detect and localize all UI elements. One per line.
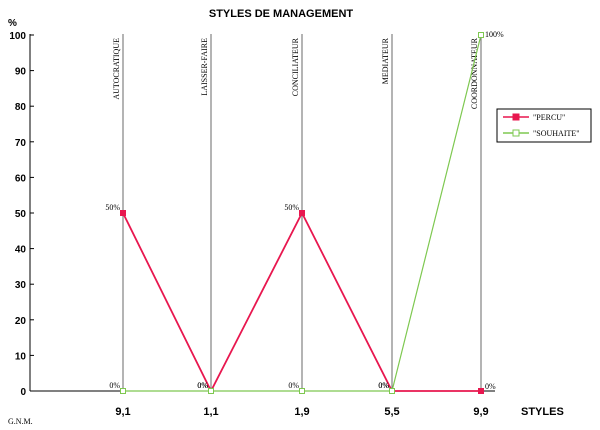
y-tick-label: 50 [15, 209, 27, 220]
x-tick-label: 1,9 [294, 406, 309, 418]
data-point [208, 388, 214, 394]
y-tick-label: 40 [15, 245, 27, 256]
x-axis-label: STYLES [521, 406, 564, 418]
y-tick-label: 20 [15, 316, 27, 327]
legend-label-percu: "PERCU" [533, 113, 565, 122]
data-point [478, 388, 484, 394]
data-point [478, 32, 484, 38]
chart-title: STYLES DE MANAGEMENT [209, 8, 354, 20]
data-point [299, 388, 305, 394]
category-label: AUTOCRATIQUE [112, 38, 121, 100]
category-label: COORDONNATEUR [470, 37, 479, 109]
y-ticks: 0 10 20 30 40 50 60 70 80 90 100 [9, 31, 34, 398]
series-layer: 50%0%50%0% 0%0% 0% 0% 0%100% [105, 30, 504, 394]
data-label: 0% [378, 381, 389, 390]
y-tick-label: 70 [15, 138, 27, 149]
legend-marker-souhaite [512, 129, 520, 137]
category-label: MEDIATEUR [381, 37, 390, 84]
category-lines: AUTOCRATIQUE LAISSER-FAIRE CONCILIATEUR MED… [112, 34, 482, 391]
data-point [120, 210, 126, 216]
legend: "PERCU" "SOUHAITE" [496, 108, 592, 143]
y-axis-label: % [8, 18, 17, 29]
data-label: 100% [485, 30, 504, 39]
category-label: LAISSER-FAIRE [200, 38, 209, 96]
legend-label-souhaite: "SOUHAITE" [533, 129, 580, 138]
data-label: 50% [105, 203, 120, 212]
y-tick-label: 80 [15, 102, 27, 113]
x-tick-label: 5,5 [384, 406, 399, 418]
y-tick-label: 0 [20, 387, 26, 398]
data-label: 0% [197, 381, 208, 390]
data-label: 0% [288, 381, 299, 390]
y-tick-label: 10 [15, 351, 27, 362]
data-label: 50% [284, 203, 299, 212]
y-tick-label: 90 [15, 67, 27, 78]
legend-marker-percu [512, 113, 520, 121]
y-tick-label: 60 [15, 173, 27, 184]
data-point [299, 210, 305, 216]
x-tick-label: 9,9 [473, 406, 488, 418]
y-tick-label: 100 [9, 31, 26, 42]
data-label: 0% [485, 382, 496, 391]
data-point [389, 388, 395, 394]
data-label: 0% [109, 381, 120, 390]
x-tick-label: 1,1 [203, 406, 218, 418]
x-ticks: 9,1 1,1 1,9 5,5 9,9 [115, 406, 488, 418]
y-tick-label: 30 [15, 280, 27, 291]
x-tick-label: 9,1 [115, 406, 130, 418]
data-label: 0% [378, 381, 389, 390]
category-label: CONCILIATEUR [291, 37, 300, 96]
data-point [120, 388, 126, 394]
bottom-left-label: G.N.M. [8, 417, 33, 426]
data-label: 0% [197, 381, 208, 390]
